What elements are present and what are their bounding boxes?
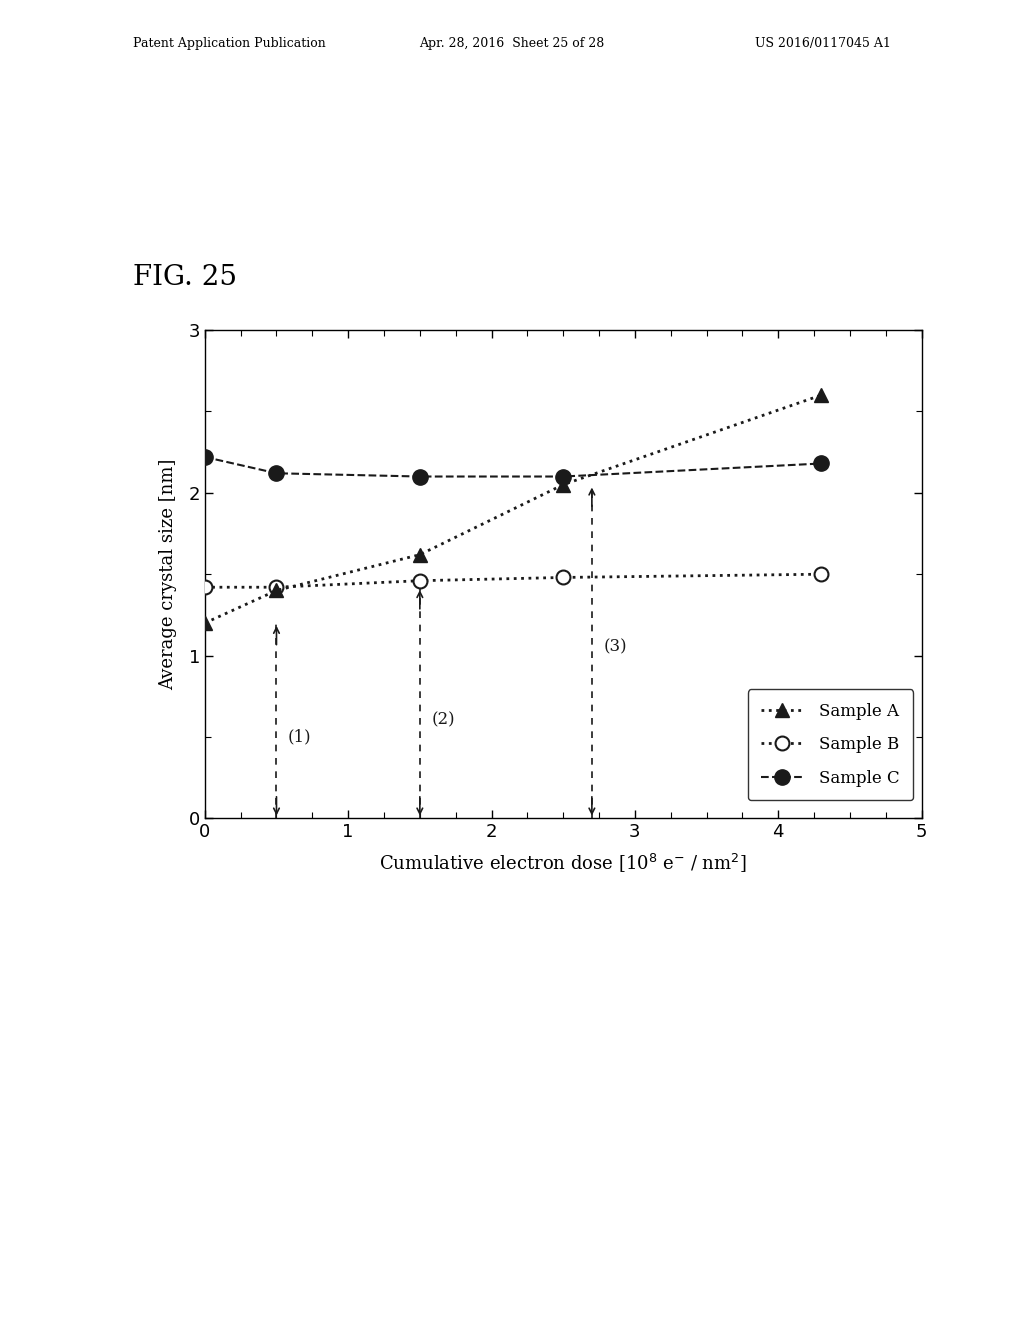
Text: (2): (2) <box>431 711 455 729</box>
Line: Sample C: Sample C <box>198 449 828 484</box>
Sample C <box>414 469 426 484</box>
Text: (1): (1) <box>288 729 311 744</box>
X-axis label: Cumulative electron dose [10$^{8}$ e$^{-}$ / nm$^{2}$]: Cumulative electron dose [10$^{8}$ e$^{-… <box>380 853 746 875</box>
Text: (3): (3) <box>603 639 627 656</box>
Text: US 2016/0117045 A1: US 2016/0117045 A1 <box>755 37 891 50</box>
Sample A <box>199 615 211 631</box>
Sample B <box>270 579 283 595</box>
Sample A <box>557 477 569 492</box>
Line: Sample A: Sample A <box>198 388 828 630</box>
Text: Patent Application Publication: Patent Application Publication <box>133 37 326 50</box>
Sample B <box>414 573 426 589</box>
Sample C <box>815 455 827 471</box>
Sample B <box>815 566 827 582</box>
Sample B <box>199 579 211 595</box>
Sample C <box>270 466 283 482</box>
Legend: Sample A, Sample B, Sample C: Sample A, Sample B, Sample C <box>748 689 913 800</box>
Sample A <box>815 387 827 403</box>
Sample C <box>199 449 211 465</box>
Text: FIG. 25: FIG. 25 <box>133 264 238 290</box>
Sample C <box>557 469 569 484</box>
Sample B <box>557 569 569 585</box>
Sample A <box>414 546 426 562</box>
Sample A <box>270 582 283 598</box>
Y-axis label: Average crystal size [nm]: Average crystal size [nm] <box>160 458 177 690</box>
Text: Apr. 28, 2016  Sheet 25 of 28: Apr. 28, 2016 Sheet 25 of 28 <box>420 37 604 50</box>
Line: Sample B: Sample B <box>198 568 828 594</box>
